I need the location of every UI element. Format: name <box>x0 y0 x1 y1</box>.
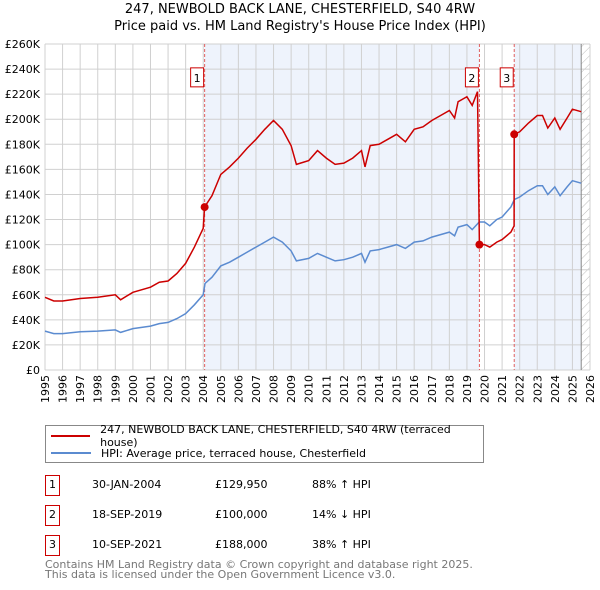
series-line <box>44 91 582 302</box>
transaction-hpi: 14% ↓ HPI <box>312 508 371 521</box>
footer-copyright: Contains HM Land Registry data © Crown c… <box>45 558 473 571</box>
chart-title: 247, NEWBOLD BACK LANE, CHESTERFIELD, S4… <box>124 2 476 17</box>
sale-label-box <box>464 67 479 88</box>
transaction-date: 18-SEP-2019 <box>92 508 163 521</box>
x-tick-label: 2026 <box>584 375 597 403</box>
transaction-number: 1 <box>45 475 60 496</box>
x-tick-label: 1996 <box>57 375 70 403</box>
price-chart: 1995 1996 1997 1998 1999 2000 2001 2002 2003 2004… <box>5 38 597 403</box>
sale-point <box>475 240 484 249</box>
x-tick-label: 1998 <box>92 375 105 403</box>
y-tick-label: £60K <box>12 289 41 302</box>
y-tick-label: £20K <box>12 339 41 352</box>
x-tick-label: 2010 <box>303 375 316 403</box>
x-tick-label: 2023 <box>531 375 544 403</box>
x-tick-label: 2009 <box>285 375 298 403</box>
ownership-shade <box>204 44 480 370</box>
sale-label: 1 <box>194 72 201 85</box>
ownership-shade <box>514 44 582 370</box>
sale-point <box>200 203 209 212</box>
legend-item-property: 247, NEWBOLD BACK LANE, CHESTERFIELD, S4… <box>51 423 483 449</box>
transaction-number: 3 <box>45 535 60 556</box>
x-tick-label: 2004 <box>197 375 210 403</box>
x-tick-label: 2025 <box>566 375 579 403</box>
x-tick-label: 2011 <box>320 375 333 403</box>
y-tick-label: £100K <box>5 239 41 252</box>
transaction-date: 10-SEP-2021 <box>92 538 163 551</box>
transaction-price: £129,950 <box>215 478 268 491</box>
x-tick-label: 2017 <box>426 375 439 403</box>
x-tick-label: 2006 <box>232 375 245 403</box>
sale-label: 2 <box>468 72 475 85</box>
transaction-row: 1 30-JAN-2004 £129,950 88% ↑ HPI <box>45 475 445 496</box>
y-tick-label: £120K <box>5 214 41 227</box>
x-tick-label: 2005 <box>215 375 228 403</box>
footer: Contains HM Land Registry data © Crown c… <box>45 558 473 581</box>
x-tick-label: 2012 <box>338 375 351 403</box>
legend-label-property: 247, NEWBOLD BACK LANE, CHESTERFIELD, S4… <box>100 423 451 449</box>
y-tick-label: £40K <box>12 314 41 327</box>
y-tick-label: £80K <box>12 264 41 277</box>
x-tick-label: 2008 <box>268 375 281 403</box>
legend-label-hpi: HPI: Average price, terraced house, Ches… <box>101 446 367 460</box>
x-tick-label: 1995 <box>39 375 52 403</box>
x-tick-label: 2024 <box>549 375 562 403</box>
footer-licence: This data is licensed under the Open Gov… <box>45 568 396 581</box>
x-tick-label: 2002 <box>162 375 175 403</box>
y-tick-label: £0 <box>26 364 40 377</box>
legend-swatch-property <box>51 435 91 437</box>
x-tick-label: 2022 <box>514 375 527 403</box>
sale-label: 3 <box>503 72 510 85</box>
sale-label-box <box>190 67 205 88</box>
x-tick-label: 1997 <box>74 375 87 403</box>
series-line <box>44 179 582 335</box>
transaction-row: 3 10-SEP-2021 £188,000 38% ↑ HPI <box>45 535 445 556</box>
sale-label-box <box>499 67 514 88</box>
x-tick-label: 2003 <box>180 375 193 403</box>
sale-point <box>510 130 519 139</box>
y-tick-label: £200K <box>5 113 41 126</box>
x-tick-label: 1999 <box>109 375 122 403</box>
x-tick-label: 2021 <box>496 375 509 403</box>
y-tick-label: £240K <box>5 63 41 76</box>
x-tick-label: 2001 <box>144 375 157 403</box>
x-tick-label: 2014 <box>373 375 386 403</box>
x-tick-label: 2018 <box>443 375 456 403</box>
x-tick-label: 2013 <box>355 375 368 403</box>
x-tick-label: 2015 <box>391 375 404 403</box>
legend-item-hpi: HPI: Average price, terraced house, Ches… <box>51 445 366 461</box>
x-tick-label: 2020 <box>479 375 492 403</box>
transaction-row: 2 18-SEP-2019 £100,000 14% ↓ HPI <box>45 505 445 526</box>
transaction-hpi: 88% ↑ HPI <box>312 478 371 491</box>
x-tick-label: 2007 <box>250 375 263 403</box>
transaction-price: £100,000 <box>215 508 268 521</box>
y-tick-label: £140K <box>5 188 41 201</box>
x-tick-label: 2019 <box>461 375 474 403</box>
transaction-date: 30-JAN-2004 <box>92 478 162 491</box>
chart-subtitle: Price paid vs. HM Land Registry's House … <box>114 19 486 34</box>
legend-swatch-hpi <box>51 452 91 454</box>
transaction-price: £188,000 <box>215 538 268 551</box>
y-tick-label: £180K <box>5 138 41 151</box>
y-tick-label: £160K <box>5 163 41 176</box>
x-tick-label: 2000 <box>127 375 140 403</box>
y-tick-label: £220K <box>5 88 41 101</box>
transaction-hpi: 38% ↑ HPI <box>312 538 371 551</box>
future-hatch <box>581 44 590 370</box>
legend: 247, NEWBOLD BACK LANE, CHESTERFIELD, S4… <box>45 423 484 463</box>
transaction-number: 2 <box>45 505 60 526</box>
x-tick-label: 2016 <box>408 375 421 403</box>
y-tick-label: £260K <box>5 38 41 51</box>
